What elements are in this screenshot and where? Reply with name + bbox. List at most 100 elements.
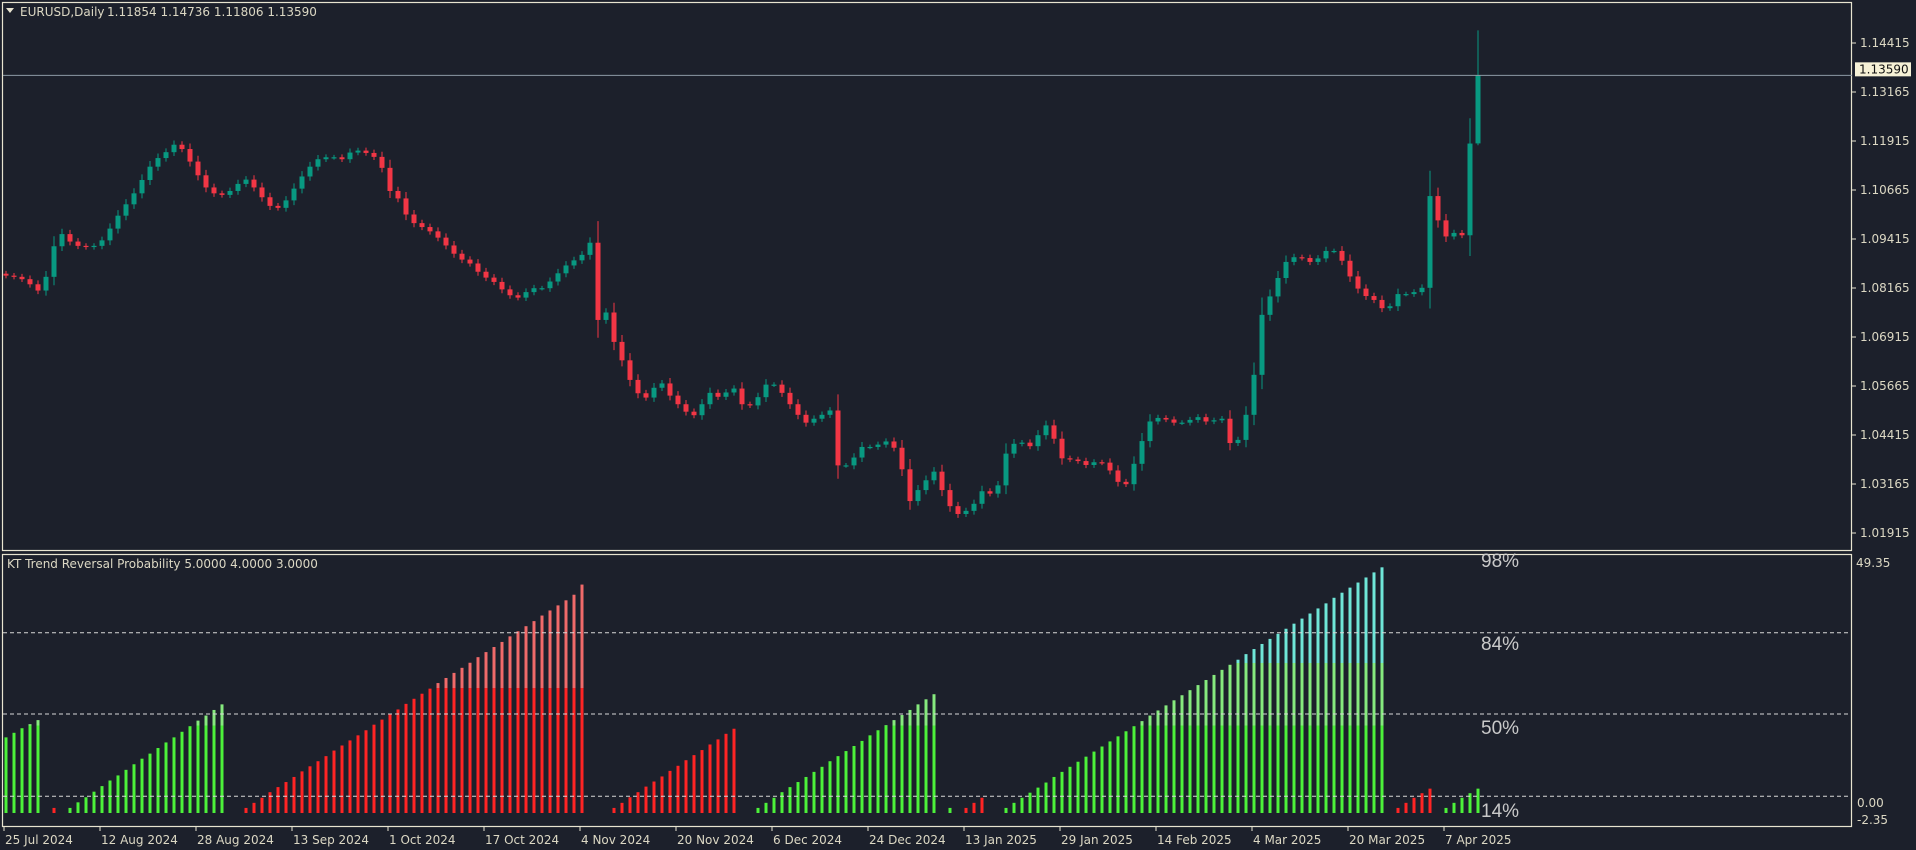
candle-body [515,295,521,298]
time-tick-label: 20 Nov 2024 [677,833,754,847]
histogram-bar-bullish [1084,756,1088,813]
histogram-bar-bullish [1340,592,1344,813]
bullish-candle [571,256,577,269]
candle-body [907,469,913,502]
histogram-bar-bullish [1140,721,1144,813]
histogram-bar-bullish [1468,793,1472,813]
candle-body [91,245,97,248]
bearish-candle [411,209,417,228]
histogram-bar-bearish [284,782,288,813]
price-axis[interactable]: 1.14415 1.13165 1.11915 1.10665 1.09415 1.081… [1852,36,1910,540]
candle-body [939,471,945,491]
histogram-bar-bullish [1460,797,1464,813]
candle-body [795,404,801,415]
histogram-bar-bearish [428,688,432,813]
candle-body [131,193,137,205]
bullish-candle [1283,255,1289,284]
candle-body [251,179,257,188]
bullish-candle [1091,459,1097,468]
indicator-axis-zero: 0.00 [1857,796,1884,810]
candle-body [659,383,665,388]
ohlc-label: 1.11854 1.14736 1.11806 1.13590 [107,5,317,19]
histogram-bar-bullish [1012,802,1016,813]
candle-body [3,273,9,276]
bullish-candle [819,411,825,422]
triangle-down-icon[interactable] [6,8,14,13]
candle-body [1203,417,1209,422]
indicator-pane-frame [1,553,1853,828]
bearish-candle [803,410,809,427]
bullish-candle [1411,289,1417,297]
bearish-candle [899,439,905,476]
bullish-candle [235,179,241,195]
bearish-candle [675,391,681,409]
time-tick-label: 7 Apr 2025 [1445,833,1512,847]
histogram-bar-bullish [92,791,96,813]
candle-body [67,234,73,242]
bearish-candle [1051,419,1057,444]
histogram-bar-bearish [580,584,584,813]
bearish-candle [83,243,89,250]
histogram-bar-bearish [1428,788,1432,813]
bearish-candle [619,334,625,367]
bearish-candle [395,186,401,203]
histogram-bar-bullish [1108,741,1112,813]
candle-body [1227,418,1233,444]
candle-body [499,281,505,290]
bearish-candle [739,382,745,410]
histogram-bar-bullish [1356,582,1360,813]
bearish-candle [1163,415,1169,423]
candle-body [779,384,785,393]
histogram-bar-bearish [1420,793,1424,813]
bullish-candle [699,399,705,420]
candle-body [187,149,193,162]
histogram-bar-bullish [1060,771,1064,813]
time-axis[interactable]: 25 Jul 2024 12 Aug 2024 28 Aug 2024 13 Sep … [3,827,1512,847]
main-pane-frame [1,1,1853,552]
histogram-bar-bearish [292,776,296,813]
candle-body [1155,417,1161,422]
bearish-candle [387,159,393,198]
histogram-bar-bearish [252,802,256,813]
candle-body [395,190,401,199]
bullish-candle [563,261,569,278]
bearish-candle [3,270,9,279]
time-tick-label: 29 Jan 2025 [1061,833,1133,847]
bullish-candle [323,154,329,162]
bullish-candle [587,237,593,260]
histogram-bar-bearish [708,744,712,813]
histogram-bar-bullish [1196,685,1200,813]
bearish-candle [1107,458,1113,475]
candle-body [1187,419,1193,423]
candle-body [787,392,793,405]
candle-body [1371,296,1377,300]
bullish-candle [1259,297,1265,390]
histogram-bar-bearish [508,636,512,813]
candle-body [1091,462,1097,465]
price-tick-label: 1.03165 [1860,477,1910,491]
candle-body [115,215,121,229]
candle-body [491,277,497,282]
candle-body [947,490,953,507]
symbol-label: EURUSD,Daily [20,5,105,19]
bullish-candle [59,228,65,252]
histogram-bar-bullish [1452,802,1456,813]
bearish-candle [987,488,993,497]
histogram-bar-bearish [484,652,488,813]
bullish-candle [1043,420,1049,440]
histogram-bar-bearish [620,802,624,813]
candle-body [387,167,393,191]
price-tick-label: 1.04415 [1860,428,1910,442]
histogram-bar-bullish [812,771,816,813]
candle-body [435,231,441,238]
candle-body [483,271,489,278]
candle-body [1123,481,1129,485]
bearish-candle [787,387,793,409]
histogram-bar-bullish [20,728,24,813]
histogram-bar-bullish [1444,807,1448,813]
bullish-candle [1331,248,1337,254]
candle-body [1355,276,1361,289]
time-tick-label: 6 Dec 2024 [773,833,842,847]
histogram-bar-bullish [204,715,208,813]
